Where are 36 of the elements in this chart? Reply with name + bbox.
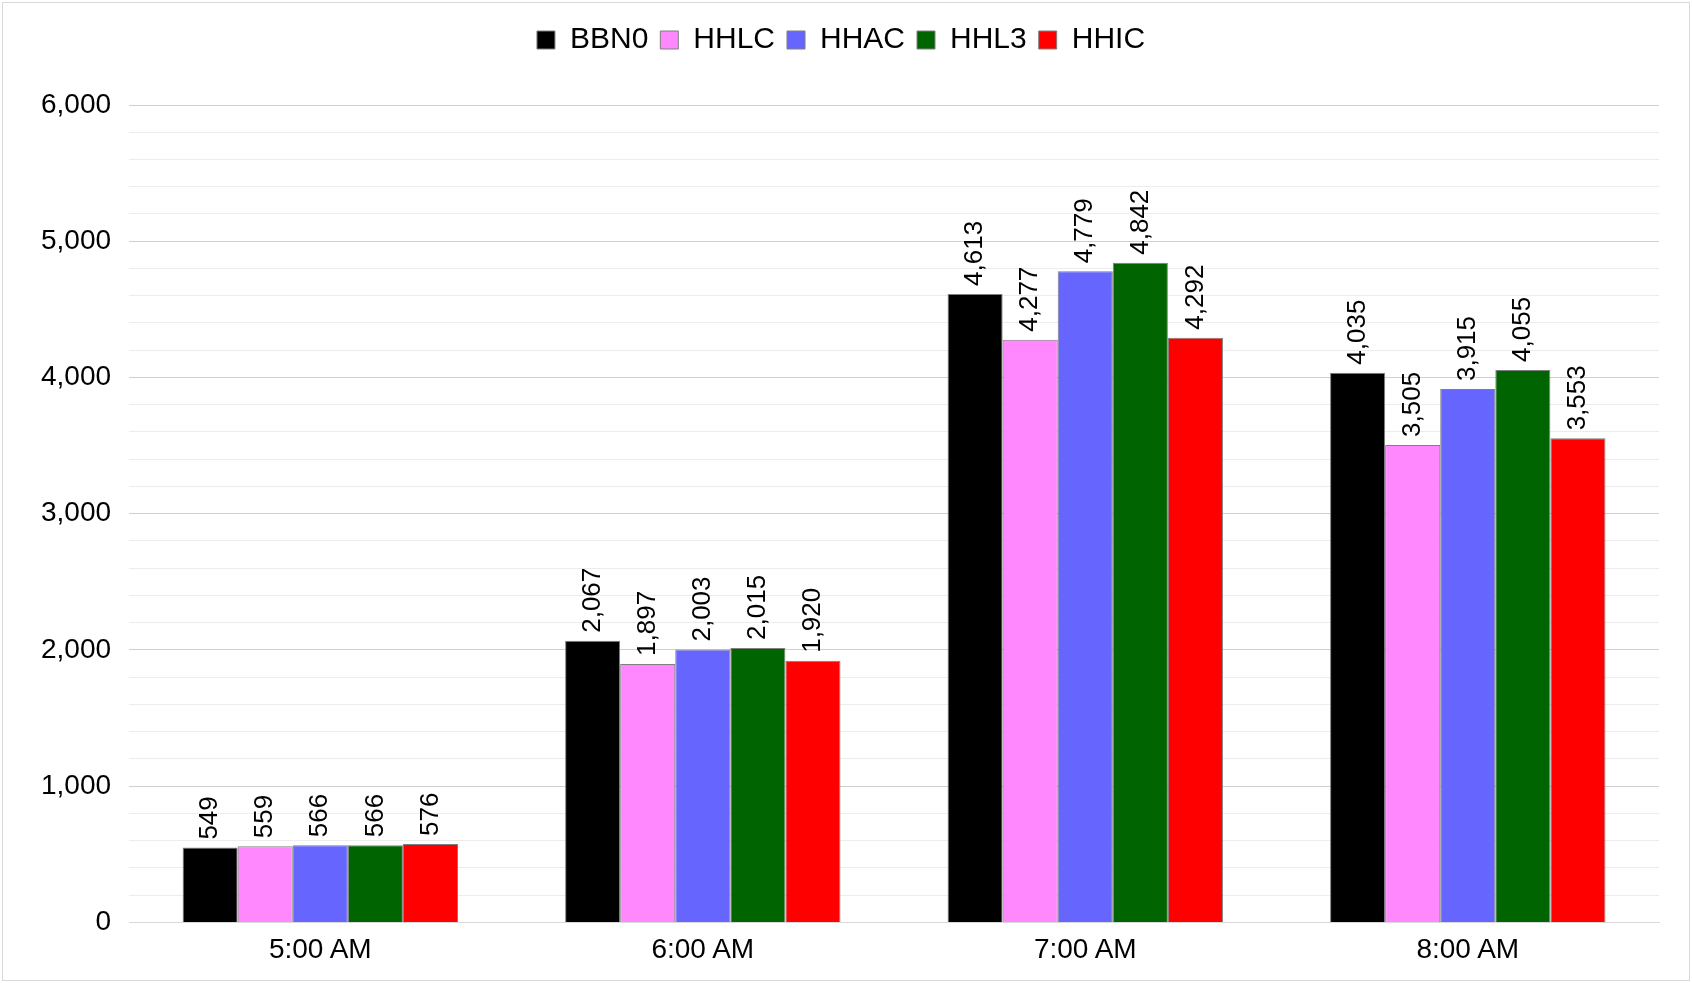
data-label: 1,897 [630, 590, 661, 656]
legend-label: HHAC [820, 21, 906, 55]
data-label: 566 [358, 793, 389, 838]
data-label: 1,920 [796, 587, 827, 653]
data-label: 549 [193, 796, 224, 840]
data-label: 2,003 [685, 576, 716, 642]
y-tick-label: 0 [95, 905, 112, 937]
data-label: 3,915 [1450, 315, 1481, 382]
legend-label: BBN0 [569, 21, 649, 55]
data-label: 576 [413, 792, 444, 836]
data-label: 3,553 [1561, 365, 1592, 431]
data-label: 2,067 [575, 567, 606, 633]
y-tick-label: 6,000 [40, 87, 112, 119]
data-label: 2,015 [741, 574, 772, 640]
data-label: 4,613 [958, 220, 989, 286]
x-tick-label: 6:00 AM [651, 932, 755, 964]
x-tick-label: 5:00 AM [268, 932, 372, 964]
y-tick-label: 5,000 [40, 223, 112, 255]
x-tick-label: 8:00 AM [1416, 932, 1520, 964]
data-label: 4,055 [1506, 296, 1537, 362]
data-label: 4,779 [1068, 198, 1099, 264]
y-tick-label: 4,000 [40, 360, 112, 392]
y-tick-label: 2,000 [40, 632, 112, 664]
data-label: 4,842 [1123, 189, 1154, 255]
x-tick-label: 7:00 AM [1033, 932, 1137, 964]
data-label: 4,277 [1013, 266, 1044, 332]
y-tick-label: 3,000 [40, 496, 112, 528]
legend-label: HHIC [1071, 21, 1146, 55]
y-tick-label: 1,000 [40, 768, 112, 800]
data-label: 4,035 [1340, 299, 1371, 365]
data-label: 3,505 [1395, 371, 1426, 437]
legend-label: HHLC [693, 21, 776, 55]
data-label: 4,292 [1178, 264, 1209, 330]
data-label: 559 [248, 794, 279, 839]
data-label: 566 [303, 793, 334, 838]
legend-label: HHL3 [950, 21, 1027, 55]
